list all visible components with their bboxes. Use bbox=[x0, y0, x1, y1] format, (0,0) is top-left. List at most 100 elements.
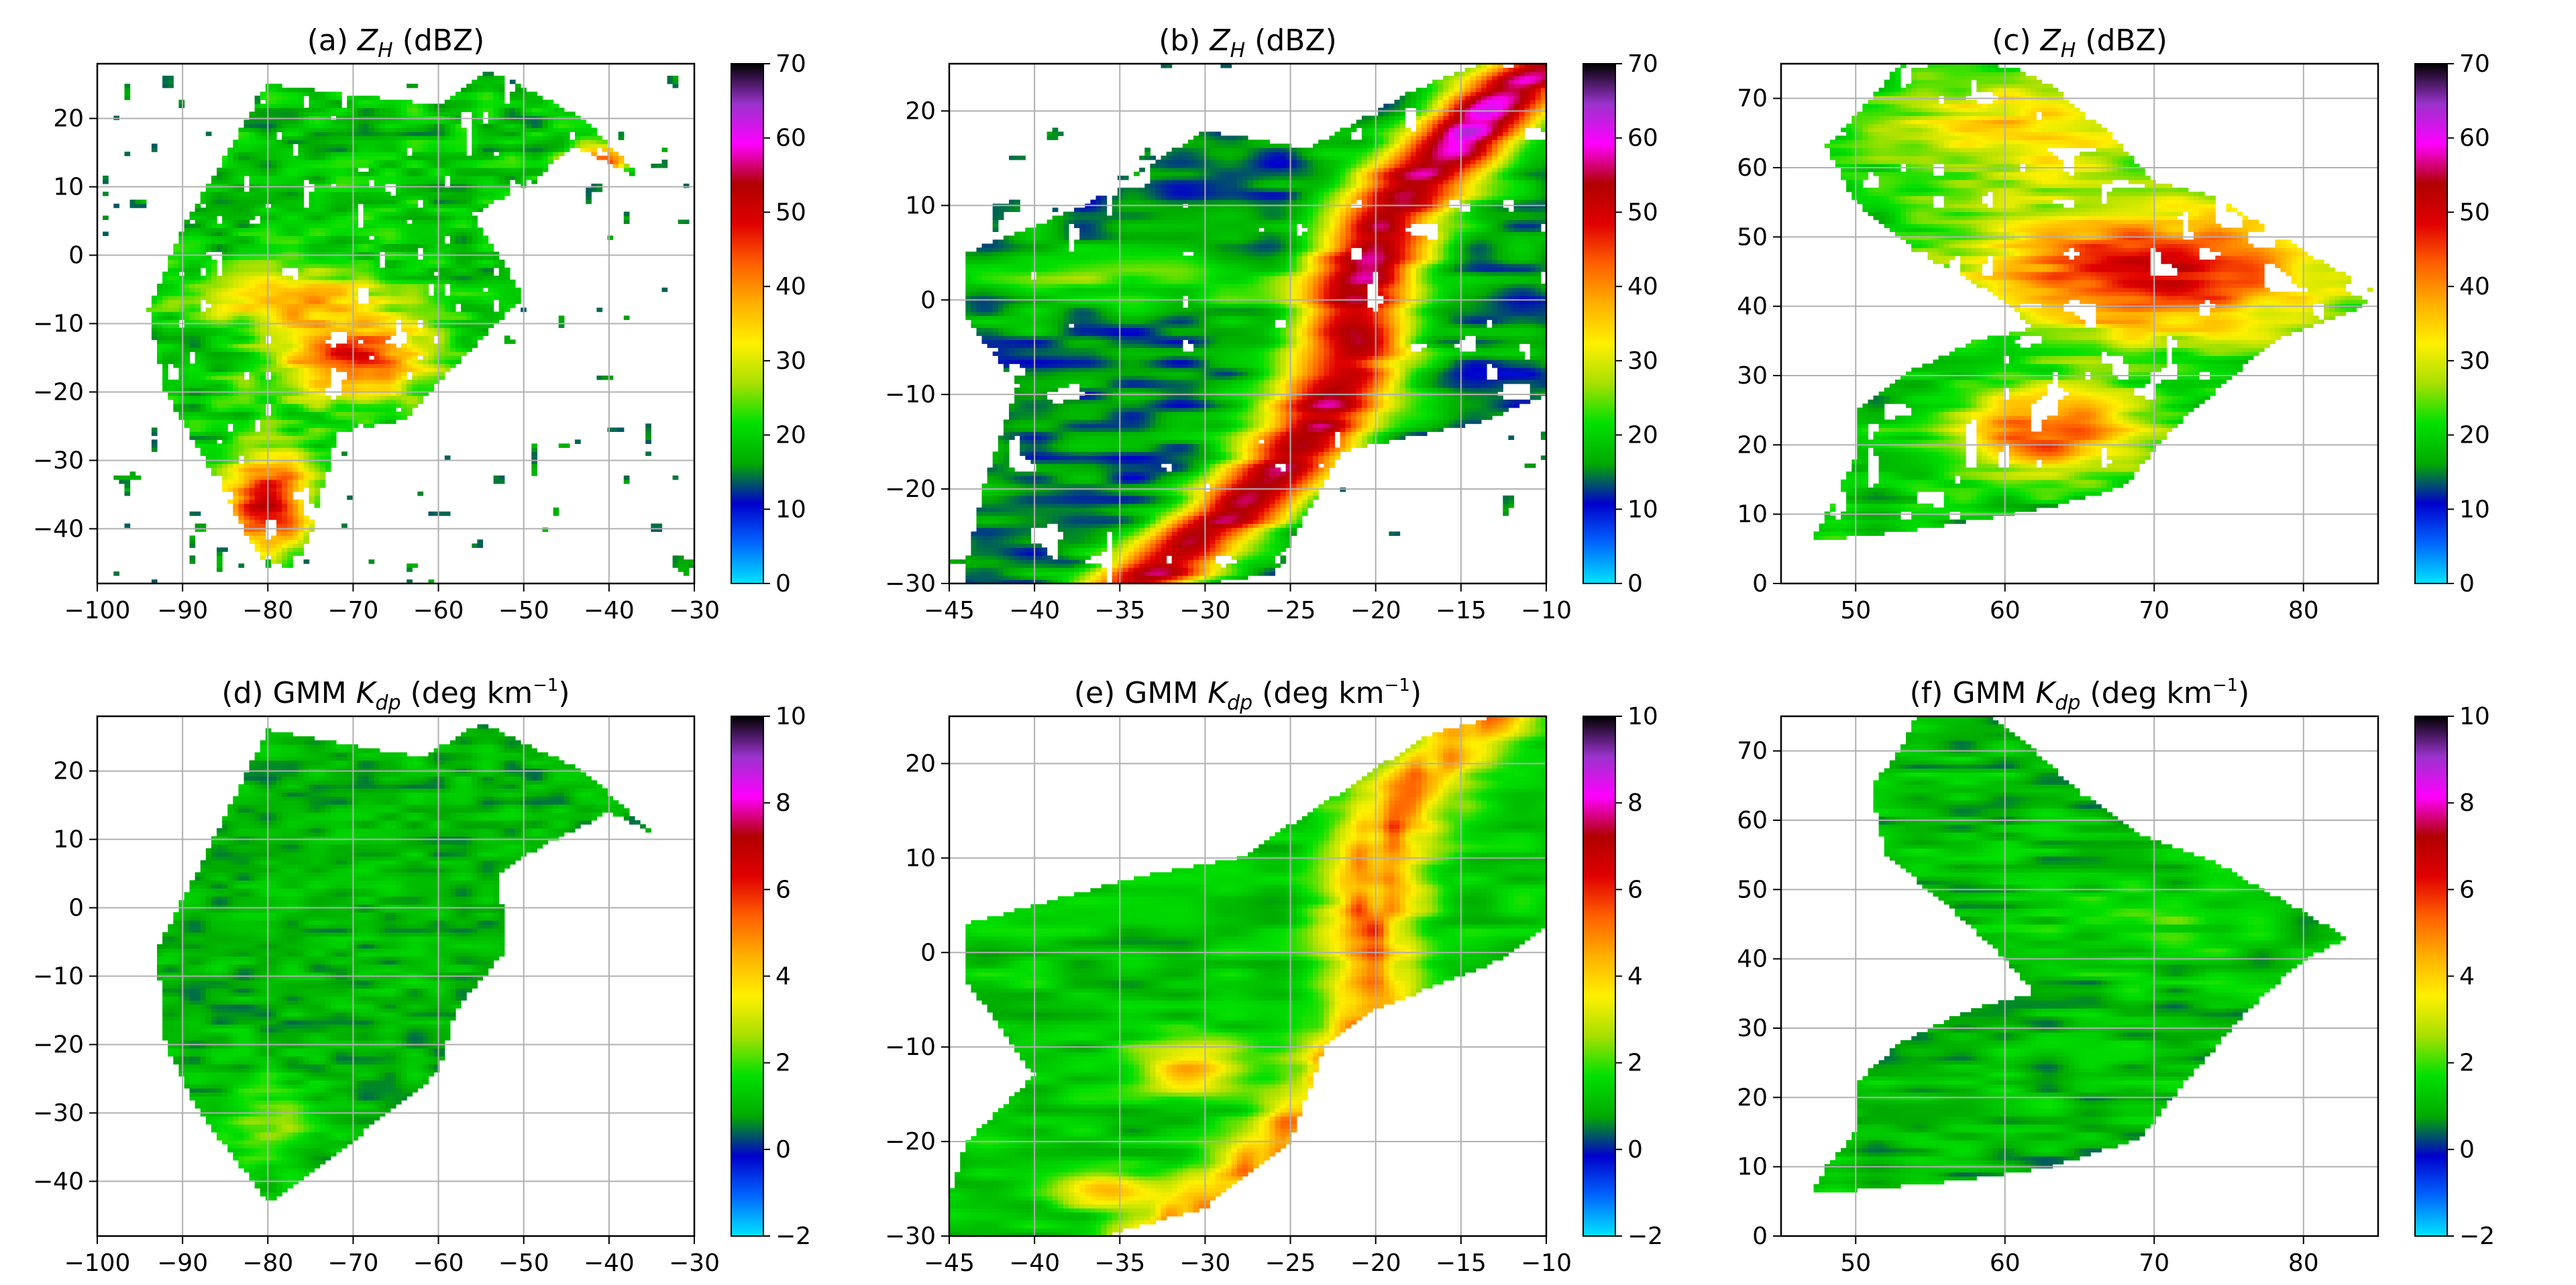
x-tick-label: 50 bbox=[1840, 597, 1871, 624]
axes-frame-b bbox=[948, 62, 1548, 585]
colorbar-tick-label: 60 bbox=[1627, 125, 1658, 152]
heatmap-e bbox=[949, 716, 1546, 1236]
colorbar-tick-label: 0 bbox=[2459, 570, 2475, 598]
colorbar-tick-label: 2 bbox=[1627, 1050, 1643, 1077]
x-tick-label: −40 bbox=[1009, 597, 1060, 624]
x-tick-label: −100 bbox=[64, 1249, 131, 1277]
x-tick-label: −60 bbox=[413, 1249, 464, 1277]
colorbar-tick-label: 0 bbox=[1627, 1136, 1643, 1164]
x-tick-label: −30 bbox=[669, 1249, 720, 1277]
x-tick-label: −10 bbox=[1521, 1249, 1572, 1277]
y-tick-label: 10 bbox=[1737, 1154, 1768, 1181]
x-tick-label: 60 bbox=[1990, 1249, 2021, 1277]
y-tick-label: −20 bbox=[885, 476, 936, 503]
colorbar-tick-label: 10 bbox=[775, 496, 806, 523]
x-tick-label: −45 bbox=[924, 597, 975, 624]
y-tick-label: 20 bbox=[905, 97, 936, 125]
y-tick-label: −10 bbox=[33, 311, 84, 338]
colorbar-tick-label: 6 bbox=[775, 876, 791, 903]
x-tick-label: −90 bbox=[157, 1249, 208, 1277]
axes-frame-f bbox=[1780, 715, 2379, 1237]
colorbar-tick-label: 10 bbox=[1627, 703, 1658, 730]
colorbar-tick-label: −2 bbox=[1627, 1223, 1663, 1250]
grid-f bbox=[1781, 716, 2378, 1237]
colorbar-tick-label: 8 bbox=[2459, 789, 2475, 817]
colorbar-tick-label: 6 bbox=[1627, 876, 1643, 903]
grid-c bbox=[1781, 64, 2378, 584]
y-tick-label: −30 bbox=[885, 570, 936, 598]
y-tick-label: 0 bbox=[1752, 570, 1768, 598]
colorbar-tick-label: 50 bbox=[1627, 199, 1658, 226]
colorbar-tick-label: 50 bbox=[2459, 199, 2490, 226]
x-tick-label: −70 bbox=[327, 1249, 378, 1277]
colorbar-tick-label: 30 bbox=[1627, 347, 1658, 375]
heatmap-d bbox=[157, 724, 651, 1200]
colorbar-tick-label: 30 bbox=[775, 347, 806, 375]
x-tick-label: −30 bbox=[1179, 1249, 1230, 1277]
y-tick-label: 50 bbox=[1737, 223, 1768, 251]
x-tick-label: −15 bbox=[1436, 597, 1487, 624]
x-tick-label: −35 bbox=[1094, 1249, 1145, 1277]
x-tick-label: −100 bbox=[64, 597, 131, 624]
colorbar-tick-label: 4 bbox=[2459, 963, 2475, 991]
y-tick-label: 20 bbox=[1737, 1084, 1768, 1111]
colorbar-tick-label: 70 bbox=[1627, 50, 1658, 78]
colorbar-d bbox=[731, 716, 764, 1237]
x-tick-label: −15 bbox=[1436, 1249, 1487, 1277]
colorbar-tick-label: 0 bbox=[2459, 1136, 2475, 1164]
y-tick-label: −40 bbox=[33, 515, 84, 543]
colorbar-f bbox=[2414, 716, 2448, 1237]
y-tick-label: −20 bbox=[33, 1031, 84, 1058]
y-tick-label: −10 bbox=[33, 963, 84, 991]
title-f: (f) GMM Kdp (deg km−1) bbox=[1910, 675, 2250, 715]
panel-a: −100 −90 −80 −70 −60 −50 −40 −30−40−30−20−10010… bbox=[33, 23, 806, 624]
y-tick-label: 20 bbox=[53, 105, 84, 133]
y-tick-label: 40 bbox=[1737, 293, 1768, 321]
y-tick-label: 30 bbox=[1737, 362, 1768, 390]
colorbar-tick-label: 4 bbox=[1627, 963, 1643, 991]
colorbar-tick-label: 6 bbox=[2459, 876, 2475, 903]
colorbar-tick-label: 30 bbox=[2459, 347, 2490, 375]
y-tick-label: 10 bbox=[53, 826, 84, 854]
colorbar-tick-label: 60 bbox=[775, 125, 806, 152]
x-tick-label: 80 bbox=[2288, 1249, 2319, 1277]
x-tick-label: −90 bbox=[157, 597, 208, 624]
x-tick-label: 50 bbox=[1840, 1249, 1871, 1277]
colorbar-tick-label: 0 bbox=[775, 1136, 791, 1164]
y-tick-label: −10 bbox=[885, 1033, 936, 1061]
y-tick-label: −30 bbox=[33, 447, 84, 474]
y-tick-label: 60 bbox=[1737, 154, 1768, 182]
x-tick-label: −30 bbox=[669, 597, 720, 624]
colorbar-tick-label: 2 bbox=[775, 1050, 791, 1077]
y-tick-label: 10 bbox=[53, 174, 84, 201]
panel-b: −45 −40 −35 −30 −25 −20 −15 −10 −30 −20 −10 0 10 20 (b… bbox=[885, 23, 1658, 624]
colorbar-tick-label: 40 bbox=[775, 273, 806, 300]
x-tick-label: 70 bbox=[2139, 597, 2169, 624]
y-tick-label: 0 bbox=[68, 895, 84, 922]
x-tick-label: −20 bbox=[1350, 1249, 1401, 1277]
colorbar-tick-label: −2 bbox=[775, 1223, 811, 1250]
y-tick-label: 60 bbox=[1737, 807, 1768, 834]
y-tick-label: 70 bbox=[1737, 85, 1768, 113]
y-tick-label: 20 bbox=[1737, 431, 1768, 459]
x-tick-label: −60 bbox=[413, 597, 464, 624]
y-tick-label: −10 bbox=[885, 381, 936, 408]
panel-e: −45 −40 −35 −30 −25 −20 −15 −10−30−20−1001020(e… bbox=[885, 675, 1663, 1277]
colorbar-b bbox=[1582, 63, 1616, 584]
colorbar-tick-label: 10 bbox=[775, 703, 806, 730]
y-tick-label: 10 bbox=[905, 844, 936, 872]
x-tick-label: −50 bbox=[498, 597, 549, 624]
y-tick-label: 10 bbox=[905, 192, 936, 219]
colorbar-tick-label: 60 bbox=[2459, 125, 2490, 152]
title-a: (a) ZH (dBZ) bbox=[307, 23, 485, 62]
colorbar-tick-label: 0 bbox=[775, 570, 791, 598]
y-tick-label: −30 bbox=[885, 1223, 936, 1250]
colorbar-tick-label: 0 bbox=[1627, 570, 1643, 598]
y-tick-label: 0 bbox=[920, 939, 936, 966]
panel-d: −100 −90 −80 −70 −60 −50 −40 −30−40−30−20−10010… bbox=[33, 675, 811, 1277]
x-tick-label: −10 bbox=[1521, 597, 1572, 624]
title-d: (d) GMM Kdp (deg km−1) bbox=[221, 675, 570, 715]
y-tick-label: −20 bbox=[33, 378, 84, 406]
x-tick-label: 70 bbox=[2139, 1249, 2169, 1277]
